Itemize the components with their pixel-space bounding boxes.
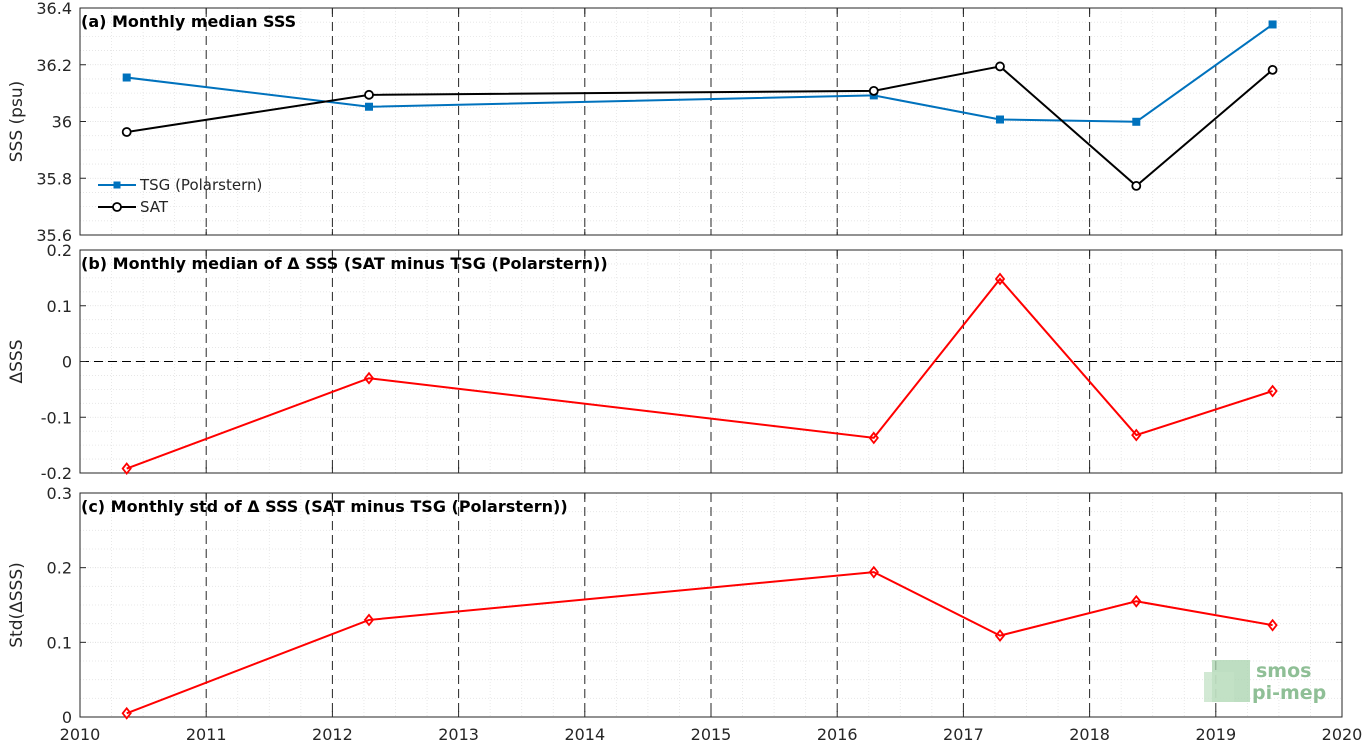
data-point bbox=[121, 706, 132, 720]
x-tick-label: 2014 bbox=[564, 725, 605, 744]
panel-b: -0.2 -0.1 0 0.1 0.2 ΔSSS (b) Monthly median of… bbox=[7, 241, 1343, 483]
data-point bbox=[994, 629, 1006, 643]
y-axis-label: ΔSSS bbox=[7, 339, 27, 383]
series-line bbox=[126, 65, 1274, 188]
x-tick-label: 2018 bbox=[1069, 725, 1110, 744]
data-point bbox=[868, 85, 879, 96]
panel-c: 0 0.1 0.2 0.3 Std(ΔSSS) (c) Monthly std of Δ … bbox=[7, 484, 1343, 727]
data-point bbox=[364, 102, 373, 111]
data-point bbox=[1267, 384, 1278, 398]
y-tick-label: 36.4 bbox=[36, 0, 72, 18]
y-axis-label: Std(ΔSSS) bbox=[7, 562, 27, 648]
y-tick-label: 35.6 bbox=[36, 226, 72, 245]
legend-label: TSG (Polarstern) bbox=[139, 176, 262, 194]
data-point bbox=[868, 565, 879, 579]
x-tick-label: 2015 bbox=[691, 725, 732, 744]
series-delta-sss bbox=[121, 565, 1278, 720]
x-tick-label: 2020 bbox=[1322, 725, 1363, 744]
data-point bbox=[1268, 20, 1277, 29]
y-tick-label: -0.2 bbox=[41, 464, 72, 483]
data-point bbox=[363, 613, 375, 627]
legend-marker bbox=[112, 202, 122, 212]
y-tick-label: 0.2 bbox=[47, 241, 72, 260]
data-point bbox=[1267, 64, 1278, 75]
data-point bbox=[995, 115, 1004, 124]
y-tick-label: 36.2 bbox=[36, 56, 72, 75]
legend: TSG (Polarstern) SAT bbox=[98, 176, 262, 216]
y-tick-label: 0.3 bbox=[47, 484, 72, 503]
data-point bbox=[121, 462, 132, 475]
data-point bbox=[121, 127, 132, 137]
data-point bbox=[122, 73, 131, 82]
y-tick-label: 0 bbox=[62, 353, 72, 372]
logo-mark-shadow bbox=[1204, 672, 1234, 702]
data-point bbox=[364, 89, 374, 100]
data-point bbox=[1131, 181, 1142, 191]
data-point bbox=[1131, 428, 1142, 442]
legend-marker bbox=[113, 181, 121, 189]
series-line bbox=[126, 277, 1273, 470]
panel-title: (b) Monthly median of Δ SSS (SAT minus T… bbox=[81, 254, 608, 273]
x-tick-labels: 2010 2011 2012 2013 2014 2015 2016 2017 2018 2019… bbox=[60, 725, 1363, 744]
x-tick-label: 2012 bbox=[312, 725, 353, 744]
x-tick-label: 2017 bbox=[943, 725, 984, 744]
y-tick-label: 36 bbox=[52, 113, 72, 132]
legend-label: SAT bbox=[140, 198, 169, 216]
series-delta-sss bbox=[121, 272, 1278, 475]
logo-line2: pi-mep bbox=[1252, 682, 1326, 704]
y-tick-label: -0.1 bbox=[41, 408, 72, 427]
smos-pi-mep-logo: smos pi-mep bbox=[1204, 660, 1326, 704]
series-sat bbox=[121, 61, 1278, 191]
y-tick-label: 0 bbox=[62, 708, 72, 727]
series-line bbox=[126, 571, 1273, 715]
data-point bbox=[1132, 117, 1141, 126]
y-axis-label: SSS (psu) bbox=[7, 81, 27, 162]
x-tick-label: 2019 bbox=[1195, 725, 1236, 744]
y-tick-label: 0.1 bbox=[47, 297, 72, 316]
x-tick-label: 2011 bbox=[186, 725, 227, 744]
x-tick-label: 2010 bbox=[60, 725, 101, 744]
panel-a: 35.6 35.8 36 36.2 36.4 SSS (psu) (a) Monthly m… bbox=[7, 0, 1343, 245]
y-tick-label: 35.8 bbox=[36, 169, 72, 188]
logo-line1: smos bbox=[1256, 660, 1311, 682]
data-point bbox=[1131, 594, 1142, 608]
panels: 35.6 35.8 36 36.2 36.4 SSS (psu) (a) Monthly m… bbox=[7, 0, 1362, 744]
data-point bbox=[868, 431, 879, 445]
data-point bbox=[994, 272, 1006, 286]
y-tick-label: 0.2 bbox=[47, 559, 72, 578]
data-point bbox=[1267, 618, 1278, 632]
x-tick-label: 2013 bbox=[438, 725, 479, 744]
x-tick-label: 2016 bbox=[817, 725, 858, 744]
y-tick-label: 0.1 bbox=[47, 633, 72, 652]
panel-title: (a) Monthly median SSS bbox=[81, 12, 296, 31]
panel-title: (c) Monthly std of Δ SSS (SAT minus TSG … bbox=[81, 497, 568, 516]
data-point bbox=[363, 371, 375, 385]
data-point bbox=[995, 61, 1005, 72]
